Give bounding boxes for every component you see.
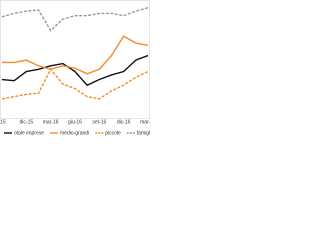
legend-label: medio-grandi xyxy=(60,130,89,136)
legend-label: famiglie consumatrici xyxy=(137,130,150,136)
x-tick-label: mar-16 xyxy=(43,119,59,125)
series-line xyxy=(2,35,149,75)
x-tick-label: set-16 xyxy=(92,119,106,125)
series-line xyxy=(1,54,149,87)
x-tick-label: -15 xyxy=(0,119,6,125)
x-tick-label: mar-17 xyxy=(140,119,150,125)
legend-label: otale imprese xyxy=(14,130,44,136)
series-line xyxy=(1,7,149,32)
legend-label: piccole xyxy=(105,130,121,136)
x-tick-label: dic-16 xyxy=(117,119,131,125)
series-line xyxy=(1,67,149,100)
plot-frame xyxy=(0,0,150,119)
page: {"chart_data": {"type": "line", "categor… xyxy=(0,0,150,150)
x-tick-label: giu-16 xyxy=(68,119,82,125)
chart: -15 dic-15 mar-16 giu-16 set-16 dic-16 mar-17 o… xyxy=(0,0,150,136)
x-tick-label: dic-15 xyxy=(20,119,34,125)
